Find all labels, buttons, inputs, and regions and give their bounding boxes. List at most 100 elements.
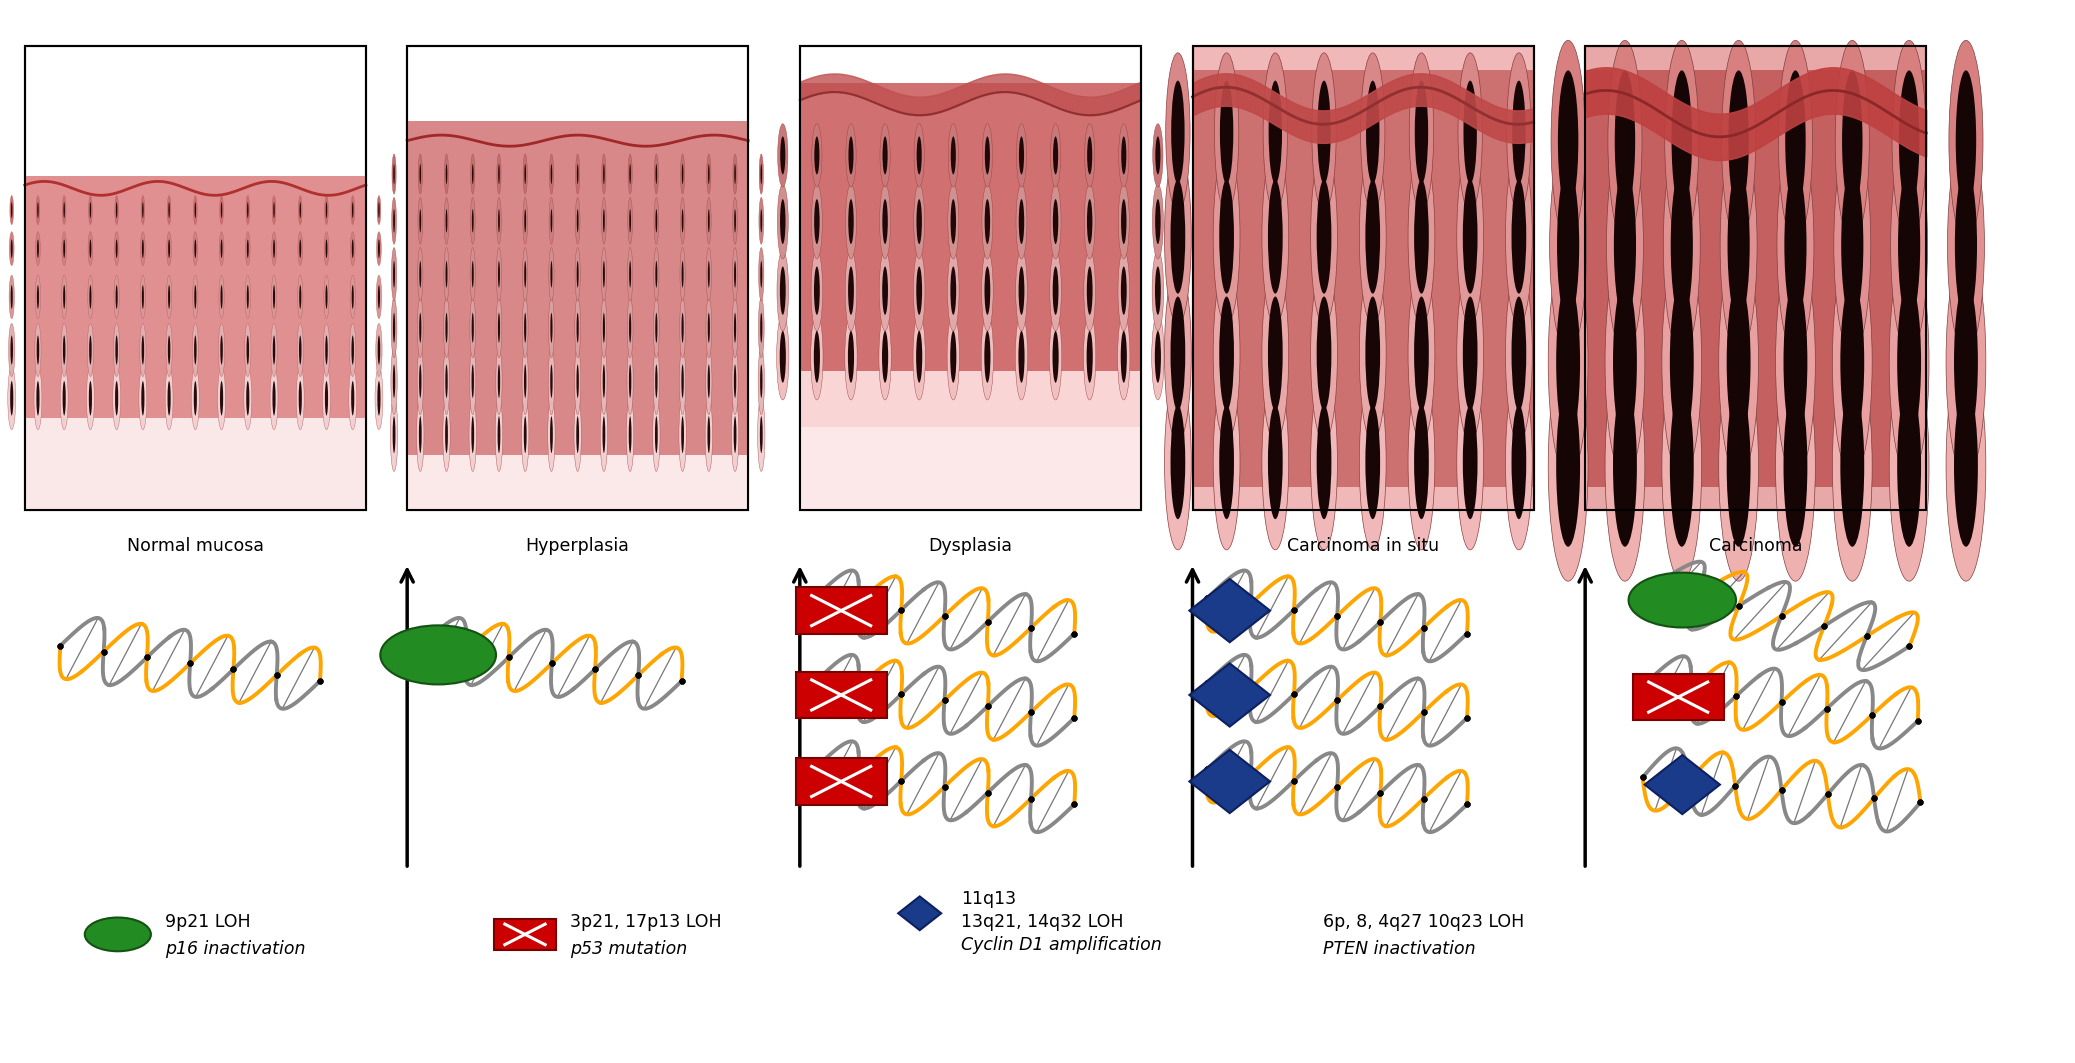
Ellipse shape [602, 298, 606, 358]
FancyBboxPatch shape [25, 418, 365, 510]
Ellipse shape [35, 196, 39, 224]
Ellipse shape [759, 313, 762, 342]
Ellipse shape [1720, 136, 1758, 354]
Ellipse shape [1052, 199, 1058, 244]
Ellipse shape [1776, 136, 1814, 354]
Ellipse shape [1511, 180, 1527, 293]
Ellipse shape [469, 398, 477, 471]
Ellipse shape [1556, 282, 1579, 442]
Ellipse shape [1262, 266, 1289, 441]
Ellipse shape [37, 381, 39, 416]
Ellipse shape [1511, 405, 1527, 519]
Ellipse shape [114, 232, 118, 266]
Ellipse shape [1214, 266, 1241, 441]
Ellipse shape [780, 199, 786, 244]
Ellipse shape [114, 196, 118, 224]
FancyBboxPatch shape [799, 371, 1141, 427]
FancyBboxPatch shape [1193, 69, 1533, 487]
Ellipse shape [1152, 184, 1164, 259]
Ellipse shape [141, 196, 145, 224]
Ellipse shape [417, 348, 423, 415]
FancyBboxPatch shape [799, 47, 1141, 510]
Ellipse shape [577, 365, 579, 398]
Ellipse shape [351, 381, 355, 416]
Ellipse shape [299, 196, 303, 224]
Ellipse shape [1156, 267, 1160, 315]
Ellipse shape [8, 367, 17, 429]
Ellipse shape [849, 136, 853, 174]
Ellipse shape [1784, 169, 1807, 321]
Ellipse shape [548, 398, 556, 471]
Ellipse shape [1554, 149, 1581, 324]
Ellipse shape [392, 365, 394, 398]
Ellipse shape [351, 275, 355, 319]
Ellipse shape [984, 331, 990, 383]
Ellipse shape [1359, 374, 1386, 550]
Ellipse shape [913, 251, 925, 331]
Ellipse shape [1670, 386, 1693, 546]
Ellipse shape [417, 298, 423, 358]
Ellipse shape [600, 398, 608, 471]
Ellipse shape [141, 285, 143, 309]
Ellipse shape [8, 323, 15, 376]
Ellipse shape [37, 285, 39, 309]
Ellipse shape [392, 417, 396, 453]
Ellipse shape [811, 314, 824, 400]
Ellipse shape [1318, 405, 1332, 519]
Ellipse shape [299, 336, 301, 365]
Ellipse shape [376, 323, 382, 376]
Ellipse shape [1017, 184, 1027, 259]
Ellipse shape [1463, 81, 1477, 184]
Ellipse shape [114, 323, 120, 376]
Ellipse shape [780, 136, 784, 174]
Ellipse shape [679, 348, 685, 415]
Ellipse shape [1087, 331, 1094, 383]
Ellipse shape [950, 331, 957, 383]
Ellipse shape [1214, 374, 1241, 550]
Ellipse shape [297, 323, 303, 376]
Ellipse shape [523, 417, 527, 453]
Ellipse shape [1612, 386, 1637, 546]
Ellipse shape [1264, 53, 1286, 212]
Ellipse shape [1726, 386, 1751, 546]
Ellipse shape [1892, 40, 1926, 241]
Ellipse shape [706, 198, 712, 244]
Ellipse shape [417, 398, 423, 471]
Ellipse shape [1085, 184, 1096, 259]
Ellipse shape [776, 251, 788, 331]
Ellipse shape [446, 313, 448, 342]
Ellipse shape [471, 417, 475, 453]
Ellipse shape [1728, 169, 1749, 321]
Ellipse shape [948, 184, 959, 259]
Ellipse shape [1560, 297, 1575, 410]
Ellipse shape [471, 154, 475, 195]
FancyBboxPatch shape [799, 427, 1141, 510]
Ellipse shape [735, 313, 737, 342]
Ellipse shape [1897, 282, 1921, 442]
Ellipse shape [602, 348, 608, 415]
Ellipse shape [915, 123, 923, 187]
Ellipse shape [548, 298, 554, 358]
Ellipse shape [1083, 314, 1096, 400]
Ellipse shape [1019, 199, 1025, 244]
Text: p16 inactivation: p16 inactivation [166, 940, 305, 958]
Ellipse shape [1899, 70, 1919, 210]
Ellipse shape [681, 154, 685, 195]
Text: 6p, 8, 4q27 10q23 LOH: 6p, 8, 4q27 10q23 LOH [1322, 913, 1523, 931]
Ellipse shape [10, 285, 12, 309]
Ellipse shape [1560, 405, 1575, 519]
Ellipse shape [1608, 40, 1641, 241]
Ellipse shape [1726, 282, 1751, 442]
Ellipse shape [602, 365, 606, 398]
Ellipse shape [521, 398, 529, 471]
Ellipse shape [35, 323, 42, 376]
Ellipse shape [166, 232, 172, 266]
Ellipse shape [444, 154, 448, 195]
Circle shape [380, 625, 496, 685]
Ellipse shape [1365, 81, 1380, 184]
Ellipse shape [1776, 247, 1816, 477]
FancyBboxPatch shape [25, 176, 365, 418]
Ellipse shape [759, 417, 764, 453]
Ellipse shape [732, 298, 739, 358]
Ellipse shape [1560, 81, 1575, 184]
